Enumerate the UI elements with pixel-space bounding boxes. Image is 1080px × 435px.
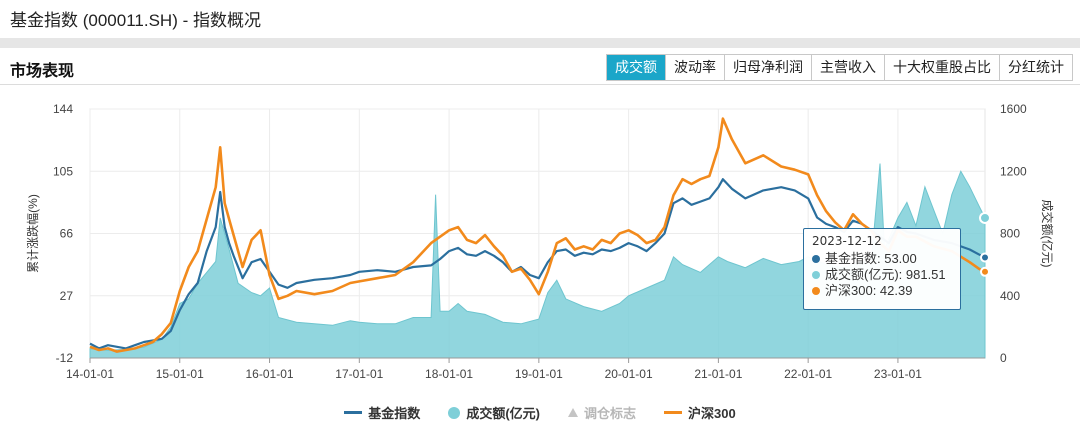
chart-tooltip: 2023-12-12 基金指数: 53.00 成交额(亿元): 981.51 沪… <box>803 228 961 310</box>
line-swatch-icon <box>344 411 363 414</box>
x-tick-label: 17-01-01 <box>335 367 383 381</box>
tooltip-row-label: 成交额(亿元): 981.51 <box>825 267 946 282</box>
x-tick-label: 23-01-01 <box>874 367 922 381</box>
triangle-swatch-icon <box>567 408 578 417</box>
tab-turnover[interactable]: 成交额 <box>607 55 665 80</box>
y-left-tick-label: 27 <box>60 289 74 303</box>
tooltip-date: 2023-12-12 <box>812 234 882 248</box>
y-right-tick-label: 1200 <box>1000 164 1027 178</box>
tab-dividend-stats[interactable]: 分红统计 <box>999 55 1072 80</box>
y-right-tick-label: 0 <box>1000 351 1007 365</box>
legend-label: 调仓标志 <box>583 406 636 421</box>
x-tick-label: 21-01-01 <box>694 367 742 381</box>
tooltip-row-csi300: 沪深300: 42.39 <box>812 283 952 299</box>
y-left-tick-label: 144 <box>53 102 73 116</box>
legend-item-csi300[interactable]: 沪深300 <box>664 403 736 422</box>
legend-item-fund-index[interactable]: 基金指数 <box>344 403 420 422</box>
x-tick-label: 19-01-01 <box>515 367 563 381</box>
legend-item-rebalance-flag[interactable]: 调仓标志 <box>567 403 636 422</box>
legend-label: 成交额(亿元) <box>466 406 540 421</box>
tooltip-row-turnover: 成交额(亿元): 981.51 <box>812 267 952 283</box>
fund-index-hover-marker <box>980 252 990 263</box>
y-right-tick-label: 800 <box>1000 227 1020 241</box>
fund-index-dot-icon <box>812 255 820 263</box>
y-left-tick-label: 105 <box>53 164 73 178</box>
line-series-layer <box>89 117 986 353</box>
y-left-tick-label: 66 <box>60 227 74 241</box>
tooltip-row-fund-index: 基金指数: 53.00 <box>812 251 952 267</box>
tab-top10-weight[interactable]: 十大权重股占比 <box>884 55 999 80</box>
page-title: 基金指数 (000011.SH) - 指数概况 <box>10 11 261 30</box>
tab-net-profit[interactable]: 归母净利润 <box>724 55 811 80</box>
header-divider <box>0 38 1080 48</box>
tab-bar: 成交额 波动率 归母净利润 主营收入 十大权重股占比 分红统计 <box>606 54 1073 81</box>
legend-label: 沪深300 <box>688 406 736 421</box>
x-tick-label: 20-01-01 <box>605 367 653 381</box>
legend-label: 基金指数 <box>368 406 421 421</box>
tab-volatility[interactable]: 波动率 <box>665 55 724 80</box>
chart-legend: 基金指数 成交额(亿元) 调仓标志 沪深300 <box>0 403 1080 422</box>
line-swatch-icon <box>664 411 682 414</box>
tooltip-row-label: 基金指数: 53.00 <box>825 251 917 266</box>
csi300-dot-icon <box>812 287 820 295</box>
y-axis-left-label: 累计涨跌幅(%) <box>25 194 40 273</box>
legend-item-turnover[interactable]: 成交额(亿元) <box>448 403 540 422</box>
tooltip-row-label: 沪深300: 42.39 <box>825 283 913 298</box>
chart-axes: -12 27 66 105 144 0 400 800 1200 1600 14-01-01 15-0… <box>53 102 1027 381</box>
x-tick-label: 22-01-01 <box>784 367 832 381</box>
y-right-tick-label: 1600 <box>1000 102 1027 116</box>
circle-swatch-icon <box>448 406 461 419</box>
hover-markers <box>979 211 991 277</box>
turnover-dot-icon <box>812 271 820 279</box>
turnover-hover-marker <box>979 211 991 224</box>
csi300-line-series[interactable] <box>89 117 986 353</box>
csi300-hover-marker <box>980 266 990 277</box>
x-tick-label: 14-01-01 <box>66 367 114 381</box>
y-axis-right-label: 成交额(亿元) <box>1040 200 1055 268</box>
x-tick-label: 16-01-01 <box>246 367 294 381</box>
section-title: 市场表现 <box>10 63 75 80</box>
section-divider <box>0 84 1080 85</box>
y-left-tick-label: -12 <box>56 351 74 365</box>
x-tick-label: 15-01-01 <box>156 367 204 381</box>
y-right-tick-label: 400 <box>1000 289 1020 303</box>
fund-index-line-series[interactable] <box>89 178 986 350</box>
tab-main-revenue[interactable]: 主营收入 <box>811 55 884 80</box>
x-tick-label: 18-01-01 <box>425 367 473 381</box>
